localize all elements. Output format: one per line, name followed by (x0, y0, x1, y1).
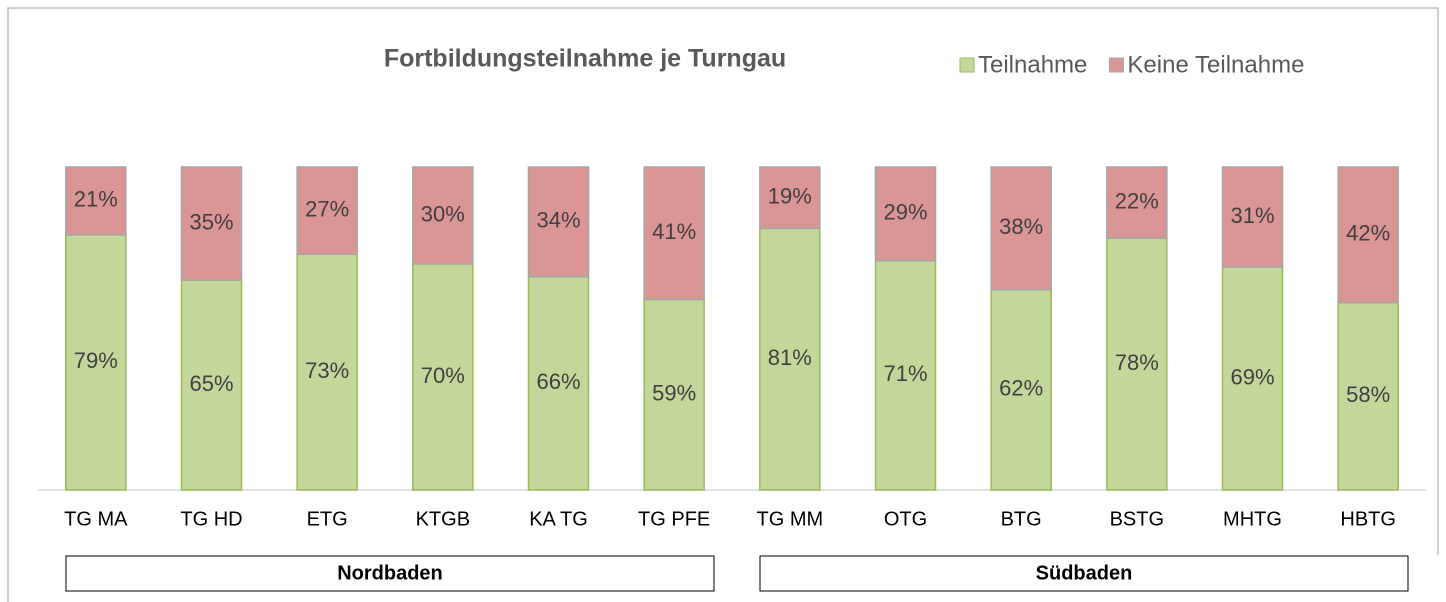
bar-segment (412, 166, 474, 265)
bar-segment (412, 263, 474, 491)
group-box (759, 555, 1409, 592)
bar-segment (1337, 301, 1399, 491)
bar-segment (1221, 266, 1284, 491)
data-label: 19% (768, 183, 812, 208)
bar-segment (759, 227, 821, 491)
bar-segment (527, 276, 590, 491)
group-label: Südbaden (1036, 562, 1133, 584)
x-tick-label: HBTG (1340, 508, 1396, 530)
legend-swatch (959, 57, 975, 73)
bar-segment (990, 166, 1052, 291)
bar-segment (527, 166, 590, 278)
legend-swatch (1108, 57, 1124, 73)
data-label: 65% (189, 371, 233, 396)
x-tick-label: TG PFE (638, 508, 710, 530)
data-label: 29% (883, 200, 927, 225)
bar-segment (643, 166, 705, 301)
data-label: 42% (1346, 221, 1390, 246)
data-label: 22% (1115, 188, 1159, 213)
bar-segment (759, 166, 821, 230)
data-label: 70% (421, 363, 465, 388)
bar-segment (296, 253, 358, 491)
x-tick-label: OTG (884, 508, 927, 530)
data-label: 73% (305, 358, 349, 383)
data-label: 79% (74, 348, 118, 373)
data-label: 31% (1230, 203, 1274, 228)
bar-segment (65, 166, 127, 236)
data-label: 71% (883, 361, 927, 386)
data-label: 59% (652, 381, 696, 406)
bar-segment (990, 288, 1052, 491)
data-label: 81% (768, 345, 812, 370)
data-label: 58% (1346, 382, 1390, 407)
x-tick-label: BTG (1001, 508, 1042, 530)
data-label: 62% (999, 376, 1043, 401)
data-label: 30% (421, 201, 465, 226)
legend-label: Keine Teilnahme (1127, 51, 1304, 78)
data-label: 34% (536, 208, 580, 233)
data-label: 27% (305, 196, 349, 221)
data-label: 21% (74, 187, 118, 212)
data-label: 41% (652, 219, 696, 244)
x-tick-label: BSTG (1110, 508, 1164, 530)
data-label: 78% (1115, 350, 1159, 375)
bar-segment (874, 166, 937, 262)
group-box (65, 555, 715, 592)
bar-segment (1337, 166, 1399, 304)
legend-label: Teilnahme (978, 51, 1087, 78)
x-tick-label: ETG (307, 508, 348, 530)
chart-border (7, 7, 1439, 602)
x-tick-label: TG HD (180, 508, 242, 530)
bar-segment (643, 298, 705, 491)
bar-segment (1221, 166, 1284, 268)
bar-segment (65, 234, 127, 491)
bar-segment (874, 259, 937, 491)
x-tick-label: TG MM (757, 508, 824, 530)
data-label: 66% (536, 369, 580, 394)
bar-segment (1106, 166, 1168, 239)
bar-segment (296, 166, 358, 255)
x-tick-label: TG MA (64, 508, 128, 530)
x-tick-label: MHTG (1223, 508, 1282, 530)
data-label: 38% (999, 214, 1043, 239)
bar-segment (1106, 237, 1168, 491)
x-tick-label: KTGB (416, 508, 470, 530)
data-label: 35% (189, 209, 233, 234)
chart-title: Fortbildungsteilnahme je Turngau (384, 45, 786, 73)
data-label: 69% (1230, 364, 1274, 389)
bar-segment (180, 279, 243, 491)
bar-segment (180, 166, 243, 281)
group-label: Nordbaden (337, 562, 443, 584)
x-tick-label: KA TG (529, 508, 588, 530)
